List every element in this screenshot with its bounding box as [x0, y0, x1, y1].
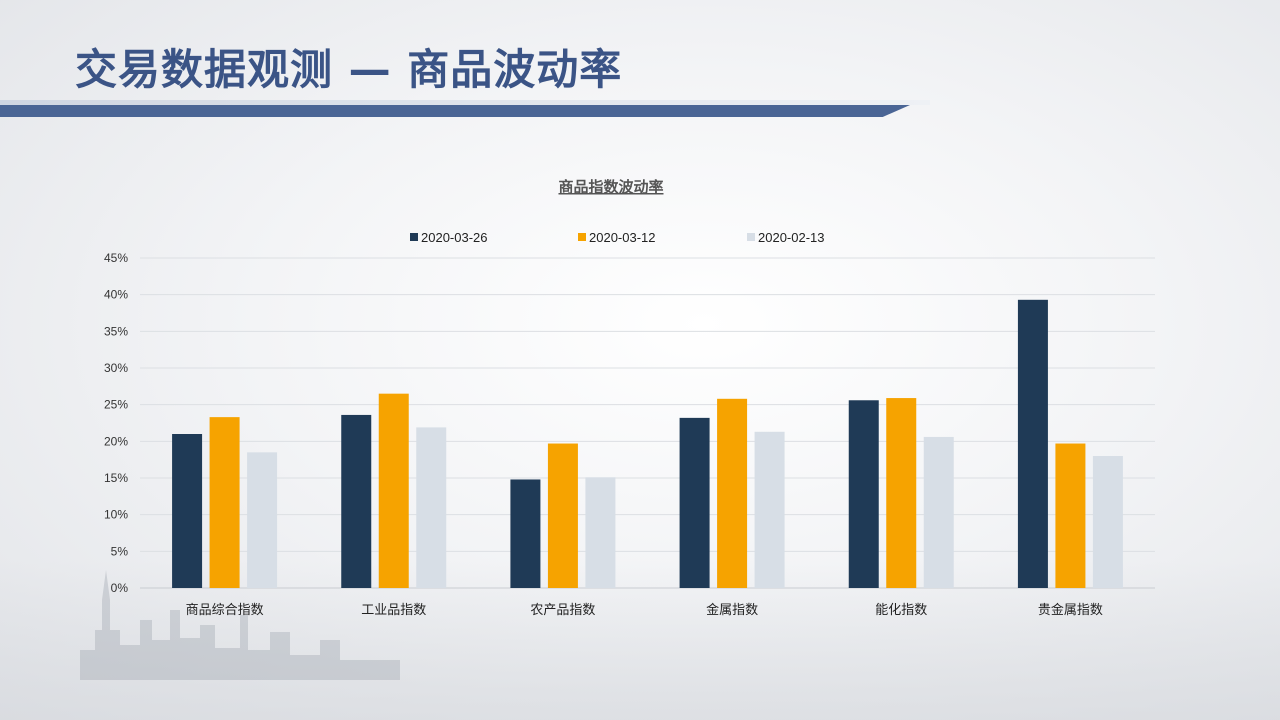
y-tick-label: 35%	[104, 324, 128, 338]
city-skyline-decoration	[80, 570, 400, 680]
x-tick-label: 农产品指数	[530, 602, 595, 617]
y-axis: 0% 5% 10% 15% 20% 25% 30% 35% 40% 45%	[104, 251, 128, 595]
bar	[547, 443, 578, 588]
x-tick-label: 贵金属指数	[1038, 602, 1103, 617]
bar	[416, 427, 447, 588]
title-bar: 交易数据观测 — 商品波动率	[0, 0, 1280, 120]
x-tick-label: 金属指数	[706, 602, 758, 617]
bar	[1092, 456, 1123, 588]
bar	[923, 436, 954, 588]
title-rule-highlight	[0, 100, 930, 105]
legend-swatch	[578, 233, 586, 241]
x-tick-label: 商品综合指数	[186, 602, 264, 617]
y-tick-label: 15%	[104, 471, 128, 485]
bar	[679, 417, 710, 588]
chart-bars	[172, 299, 1123, 588]
chart-title: 商品指数波动率	[558, 178, 663, 196]
x-tick-label: 能化指数	[875, 602, 927, 617]
bar	[510, 479, 541, 588]
bar	[247, 452, 278, 588]
bar	[1055, 443, 1086, 588]
y-tick-label: 25%	[104, 398, 128, 412]
legend-swatch	[747, 233, 755, 241]
y-tick-label: 20%	[104, 434, 128, 448]
x-tick-label: 工业品指数	[361, 602, 426, 617]
y-tick-label: 0%	[111, 581, 129, 595]
y-tick-label: 5%	[111, 544, 129, 558]
y-tick-label: 40%	[104, 288, 128, 302]
chart-legend: 2020-03-26 2020-03-12 2020-02-13	[410, 230, 825, 245]
bar	[341, 414, 372, 588]
bar	[717, 398, 748, 588]
page-title: 交易数据观测 — 商品波动率	[75, 45, 623, 94]
bar	[209, 417, 240, 588]
y-tick-label: 10%	[104, 508, 128, 522]
bar	[1017, 299, 1048, 588]
y-tick-label: 30%	[104, 361, 128, 375]
legend-swatch	[410, 233, 418, 241]
x-axis: 商品综合指数 工业品指数 农产品指数 金属指数 能化指数 贵金属指数	[186, 602, 1103, 617]
legend-label: 2020-03-12	[589, 230, 656, 245]
bar	[754, 431, 785, 588]
title-rule	[0, 105, 910, 117]
bar	[585, 477, 616, 588]
bar	[172, 434, 203, 588]
bar	[886, 398, 917, 588]
legend-label: 2020-03-26	[421, 230, 488, 245]
legend-label: 2020-02-13	[758, 230, 825, 245]
bar	[848, 400, 879, 588]
chart-gridlines	[140, 257, 1155, 589]
bar	[378, 393, 409, 588]
y-tick-label: 45%	[104, 251, 128, 265]
